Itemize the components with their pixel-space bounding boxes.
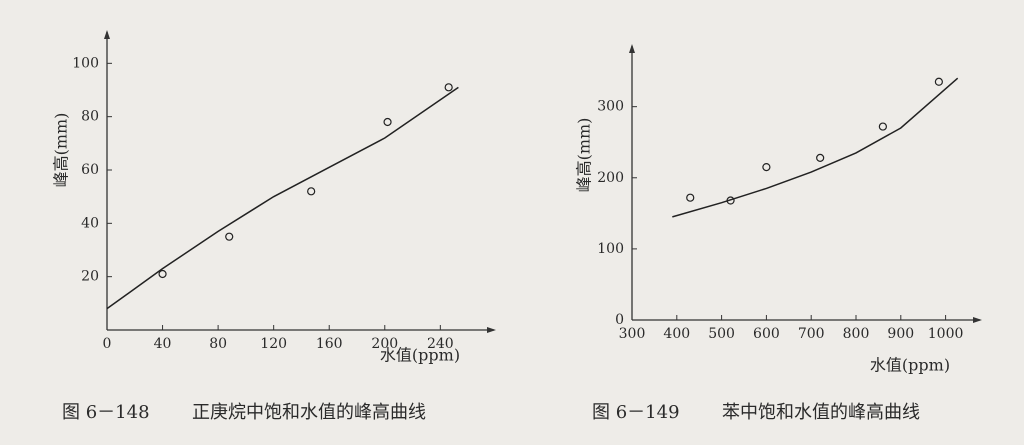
x-axis-label: 水值(ppm) [870,356,950,375]
x-tick-label: 600 [753,326,780,342]
x-tick-label: 400 [663,326,690,342]
x-tick-label: 240 [427,336,454,352]
data-point [816,153,825,162]
y-arrow [629,44,635,53]
y-tick-label: 300 [597,99,624,115]
y-tick-label: 60 [81,162,99,178]
y-axis-label: 峰高(mm) [52,113,71,188]
x-tick-label: 120 [260,336,287,352]
figure-caption: 苯中饱和水值的峰高曲线 [722,402,920,423]
x-tick-label: 0 [103,336,112,352]
y-tick-label: 80 [81,109,99,125]
fit-curve [106,86,459,310]
y-tick-label: 100 [72,55,99,71]
x-tick-label: 700 [798,326,825,342]
data-point [444,83,453,92]
data-point [878,122,887,131]
data-point [762,163,771,172]
x-tick-label: 160 [316,336,343,352]
x-axis-label: 水值(ppm) [380,346,460,365]
data-point [686,193,695,202]
y-arrow [104,30,110,39]
data-point [225,232,234,241]
figure-number: 图 6－149 [592,402,680,423]
y-tick-label: 0 [615,312,624,328]
data-point [158,269,167,279]
x-tick-label: 500 [708,326,735,342]
x-tick-label: 1000 [928,326,964,342]
y-axis-label: 峰高(mm) [575,118,594,193]
figure-caption: 正庚烷中饱和水值的峰高曲线 [192,402,426,423]
x-tick-label: 200 [371,336,398,352]
x-tick-label: 800 [843,326,870,342]
y-tick-label: 200 [597,170,624,186]
x-tick-label: 300 [619,326,646,342]
figure-number: 图 6－148 [62,402,150,423]
data-point [307,187,316,196]
x-tick-label: 900 [887,326,914,342]
y-tick-label: 100 [597,241,624,257]
data-point [383,117,392,127]
x-arrow [973,317,982,323]
y-tick-label: 20 [81,269,99,285]
data-point [934,77,943,86]
x-tick-label: 80 [209,336,227,352]
fit-curve [672,77,959,218]
x-arrow [487,327,496,333]
y-tick-label: 40 [81,215,99,231]
x-tick-label: 40 [154,336,172,352]
